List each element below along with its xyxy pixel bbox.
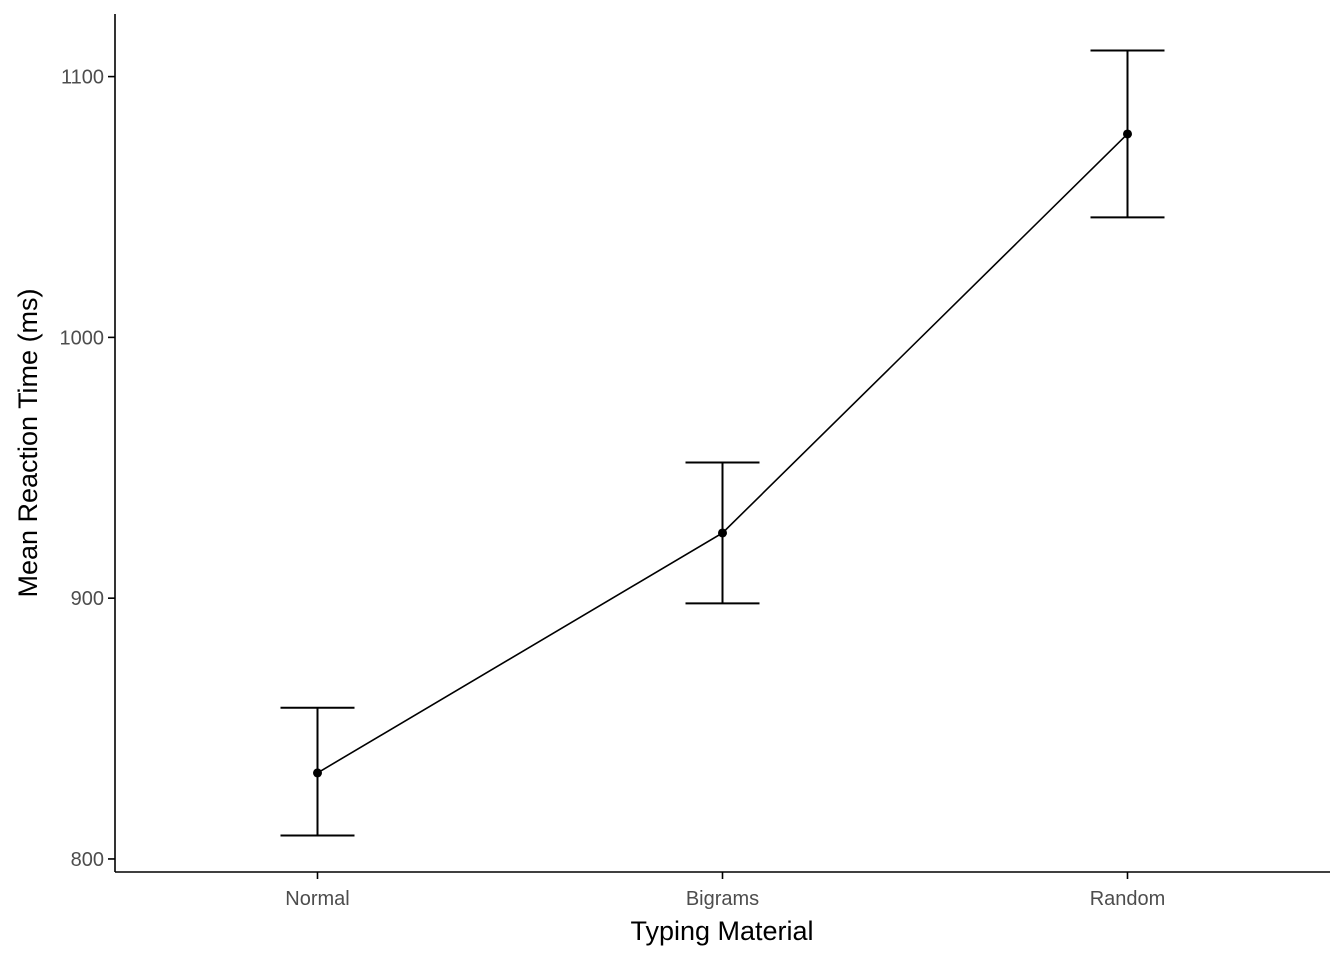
error-bars bbox=[280, 49, 1165, 837]
x-tick-label: Random bbox=[1090, 888, 1166, 910]
data-point bbox=[718, 528, 727, 538]
x-tick-label: Normal bbox=[285, 888, 349, 910]
y-tick-label: 1000 bbox=[60, 327, 105, 349]
series-line-group bbox=[317, 133, 1129, 774]
y-ticks: 800 900 1000 1100 bbox=[60, 67, 115, 871]
y-tick-label: 900 bbox=[71, 588, 104, 610]
plot-area: 800 900 1000 1100 Normal Bigrams Random bbox=[60, 14, 1330, 910]
y-axis-title: Mean Reaction Time (ms) bbox=[13, 288, 43, 597]
x-tick-label: Bigrams bbox=[686, 888, 759, 910]
series-line bbox=[317, 133, 1129, 774]
data-point bbox=[1123, 129, 1132, 139]
x-ticks: Normal Bigrams Random bbox=[285, 872, 1165, 910]
x-axis-title: Typing Material bbox=[630, 916, 813, 946]
y-tick-label: 1100 bbox=[61, 67, 104, 89]
data-point bbox=[313, 768, 322, 778]
points bbox=[313, 129, 1132, 778]
y-tick-label: 800 bbox=[71, 849, 104, 871]
